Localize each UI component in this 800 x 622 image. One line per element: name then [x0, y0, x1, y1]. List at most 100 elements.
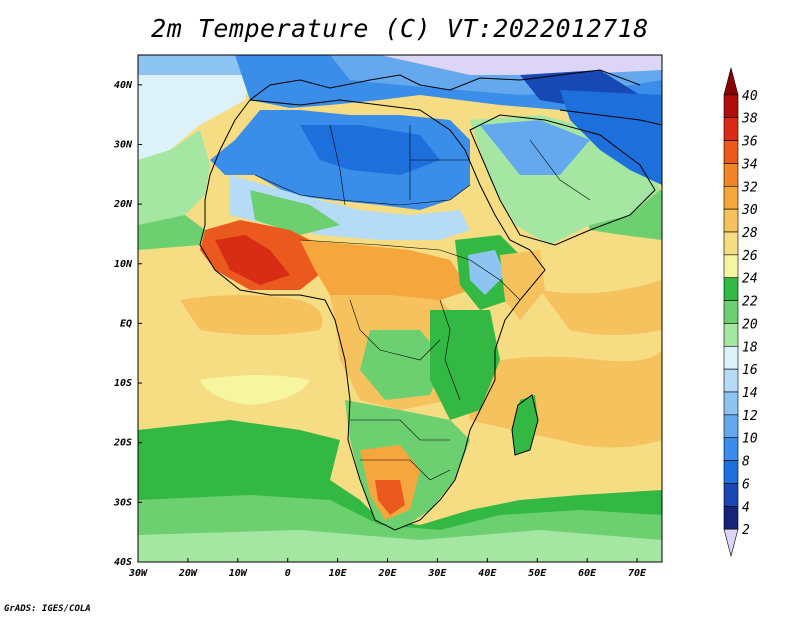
map-frame [137, 54, 663, 563]
lon-tick-label: 50E [528, 568, 547, 579]
colorbar-swatch [723, 94, 739, 119]
colorbar-label: 26 [742, 249, 758, 264]
lon-tick-label: 30E [427, 568, 447, 579]
lon-tick-label: 10W [229, 568, 248, 579]
colorbar-label: 16 [742, 363, 758, 378]
colorbar-label: 40 [742, 89, 758, 104]
colorbar-label: 12 [742, 409, 758, 424]
border-sahara-south [254, 174, 471, 206]
lat-tick-label: EQ [120, 318, 132, 329]
temperature-field [138, 55, 662, 562]
sahara-deep-blue [300, 125, 440, 175]
colorbar-label: 6 [742, 477, 750, 492]
horn-warm [500, 250, 545, 320]
border-angola-zambia [350, 419, 450, 441]
lat-tick-label: 40N [114, 80, 133, 91]
lat-tick-label: 20N [113, 199, 133, 210]
colorbar-label: 10 [742, 432, 758, 447]
iran-blue [560, 90, 662, 185]
grads-credit: GrADS: IGES/COLA [4, 604, 91, 614]
congo-green [360, 330, 445, 400]
colorbar-label: 22 [742, 295, 758, 310]
colorbar-swatch [723, 185, 739, 210]
lon-tick-label: 30W [128, 568, 148, 579]
colorbar-label: 34 [741, 157, 758, 172]
lon-tick-label: 60E [578, 568, 597, 579]
colorbar-swatch [723, 231, 739, 256]
madagascar-green [512, 395, 538, 455]
border-ethiopia-kenya [469, 259, 521, 301]
axis-ticks: 30W 20W 10W 0 10E 20E 30E 40E 50E 60E 70E 40N 30N 20N… [113, 80, 647, 579]
colorbar-label: 24 [742, 272, 758, 287]
lon-tick-label: 20W [178, 568, 198, 579]
sahel-green [250, 190, 340, 235]
colorbar-swatch [723, 505, 739, 530]
ocean-south-atlantic-pale [200, 375, 310, 405]
border-great-lakes [439, 299, 461, 401]
colorbar-swatch [723, 323, 739, 347]
colorbar-swatch [723, 368, 739, 393]
coastlines [199, 69, 662, 531]
iran-coastline [559, 109, 662, 126]
colorbar-label: 4 [742, 500, 750, 515]
ocean-tropic-north-green [138, 215, 205, 250]
border-algeria-libya [329, 124, 346, 206]
border-sahel-central [299, 239, 471, 261]
arabia-coastline [469, 114, 656, 246]
colorbar-swatch [723, 140, 739, 164]
colorbar-swatch [723, 483, 739, 507]
colorbar-swatch [723, 460, 739, 484]
ethiopia-highlands [468, 250, 505, 295]
lon-tick-label: 0 [285, 568, 291, 579]
colorbar-swatch [723, 163, 739, 187]
colorbar-label: 14 [742, 386, 758, 401]
madagascar-coastline [511, 394, 539, 456]
border-botswana [360, 459, 451, 481]
colorbar-swatch [723, 254, 739, 279]
ocean-arabian-warm [540, 280, 662, 335]
colorbar-swatch [723, 277, 739, 301]
europe-coastline [249, 69, 641, 101]
colorbar-label: 18 [742, 340, 758, 355]
colorbar-label: 36 [741, 135, 758, 150]
colorbar-swatch [723, 66, 739, 96]
lon-tick-label: 10E [329, 568, 348, 579]
ocean-subtropic-north [138, 130, 210, 225]
lon-tick-label: 40E [478, 568, 497, 579]
europe-coldest [380, 55, 662, 75]
lon-tick-label: 20E [377, 568, 397, 579]
kalahari-hot [375, 480, 405, 515]
colorbar-label: 32 [741, 180, 758, 195]
ocean-cool-north [138, 55, 248, 75]
central-sahel-warm [300, 240, 470, 300]
colorbar-swatch [723, 437, 739, 461]
colorbar-label: 8 [742, 455, 750, 470]
map-title: 2m Temperature (C) VT:2022012718 [151, 14, 649, 43]
east-africa-green [430, 310, 500, 420]
colorbar-swatch [723, 528, 739, 558]
lat-tick-label: 30N [113, 139, 133, 150]
ocean-north-atlantic [138, 75, 250, 160]
colorbar-label: 2 [742, 523, 750, 538]
colorbar-swatch [723, 300, 739, 324]
country-borders [254, 124, 591, 481]
colorbar-swatch [723, 414, 739, 439]
ocean-indian-warm [460, 350, 662, 448]
lat-tick-label: 40S [114, 557, 132, 568]
lat-tick-label: 20S [113, 438, 132, 449]
ocean-southern-pale [138, 530, 662, 562]
lat-tick-label: 10S [114, 378, 132, 389]
colorbar-label: 30 [741, 203, 758, 218]
colorbar-label: 38 [741, 112, 758, 127]
africa-coastline [199, 99, 546, 531]
colorbar-swatch [723, 117, 739, 141]
arabia-north-blue [480, 120, 590, 175]
ocean-gulf-guinea-warm [180, 295, 323, 335]
colorbar-label: 20 [742, 317, 758, 332]
colorbar-swatch [723, 391, 739, 416]
west-africa-hottest [215, 235, 290, 285]
border-congo [349, 299, 441, 361]
